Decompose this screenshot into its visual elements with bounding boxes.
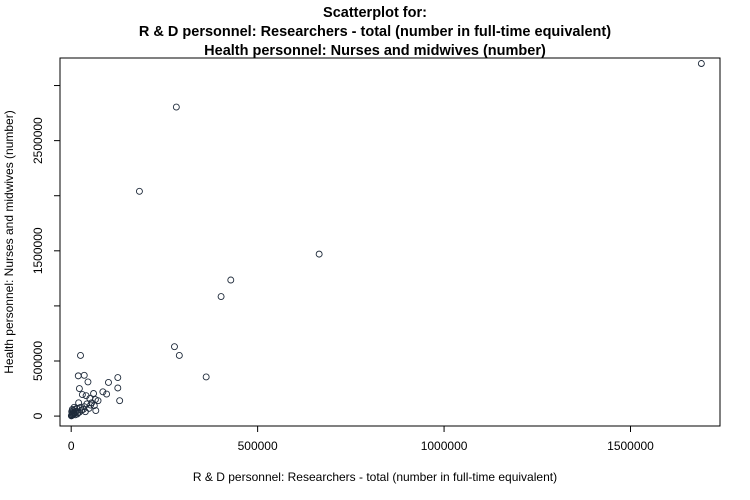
scatter-point	[75, 385, 83, 392]
x-axis: 0 500000 1000000 1500000	[68, 425, 654, 453]
y-axis: 0 500000 1500000 2500000	[31, 85, 61, 419]
scatter-point	[80, 371, 88, 379]
x-tick-label: 0	[68, 439, 75, 453]
x-tick-label: 1500000	[607, 439, 654, 453]
y-tick-label: 1500000	[31, 227, 45, 274]
scatter-point	[79, 406, 87, 413]
scatter-point	[202, 373, 210, 381]
scatter-point	[78, 391, 86, 399]
scatter-point	[227, 276, 235, 284]
x-tick-label: 500000	[238, 439, 278, 453]
scatter-point	[72, 407, 80, 415]
x-tick-label: 1000000	[421, 439, 468, 453]
chart-title-line-2: R & D personnel: Researchers - total (nu…	[138, 24, 612, 40]
y-tick-label: 2500000	[31, 117, 45, 164]
data-points	[67, 60, 705, 420]
scatter-point	[84, 378, 92, 386]
scatter-point	[74, 372, 82, 380]
scatter-point	[94, 397, 102, 405]
scatter-point	[114, 374, 122, 381]
x-axis-label: R & D personnel: Researchers - total (nu…	[192, 470, 558, 484]
plot-area-frame	[59, 57, 721, 427]
y-tick-label: 0	[31, 412, 45, 419]
scatter-point	[81, 408, 89, 416]
scatter-point	[90, 390, 98, 397]
scatter-point	[217, 293, 225, 300]
scatter-point	[697, 60, 705, 67]
scatter-point	[105, 379, 112, 386]
y-tick-label: 500000	[31, 341, 45, 381]
scatter-point	[90, 402, 98, 410]
scatter-point	[171, 343, 178, 351]
chart-title-line-1: Scatterplot for:	[323, 5, 427, 21]
scatter-point	[68, 411, 76, 419]
scatter-point	[92, 407, 100, 415]
scatter-point	[103, 390, 111, 398]
scatter-point	[116, 397, 124, 405]
scatter-point	[99, 388, 107, 396]
scatter-point	[175, 352, 183, 359]
scatter-point	[172, 103, 180, 111]
scatter-point	[77, 352, 84, 359]
scatter-point	[315, 250, 323, 258]
chart-title-line-3: Health personnel: Nurses and midwives (n…	[204, 43, 546, 59]
chart-title: Scatterplot for: R & D personnel: Resear…	[0, 4, 750, 61]
scatter-point	[114, 384, 122, 392]
scatter-point	[135, 187, 143, 195]
scatter-point	[87, 401, 95, 409]
scatter-point	[73, 410, 81, 418]
y-axis-label: Health personnel: Nurses and midwives (n…	[2, 110, 16, 374]
